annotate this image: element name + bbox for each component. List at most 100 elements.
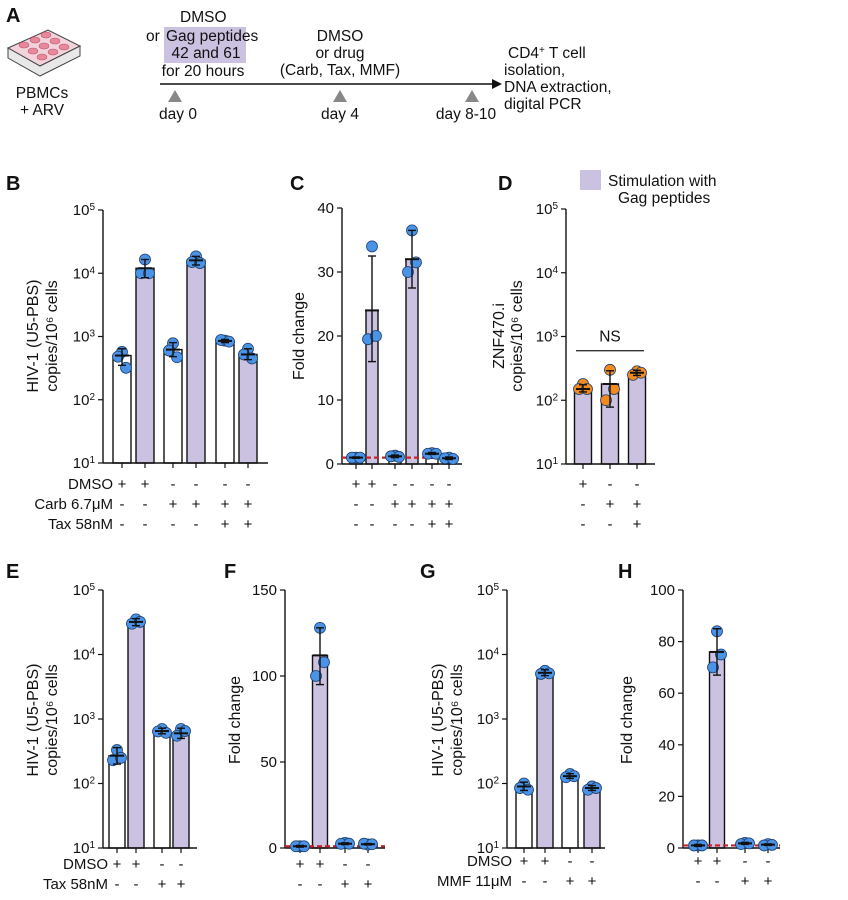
y-tick-label: 105 — [477, 582, 500, 600]
condition-sign: - — [393, 516, 398, 533]
y-axis-label: Fold change — [291, 292, 308, 380]
condition-sign: - — [366, 856, 371, 873]
error-bar — [361, 842, 375, 846]
y-tick-base: 30 — [317, 264, 334, 281]
y-tick-base: 10 — [477, 711, 494, 728]
condition-sign: - — [120, 516, 125, 533]
y-tick-exponent: 1 — [493, 840, 499, 851]
y-tick-base: 100 — [252, 668, 277, 685]
error-bar — [425, 451, 439, 456]
error-bar — [349, 456, 363, 459]
condition-sign: - — [143, 516, 148, 533]
y-tick-exponent: 2 — [552, 392, 558, 403]
step1-duration: for 20 hours — [162, 63, 245, 80]
error-bar — [691, 843, 705, 848]
condition-sign: + — [764, 873, 773, 890]
condition-sign: + — [579, 476, 588, 493]
y-tick-label: 30 — [317, 264, 334, 281]
condition-sign: + — [341, 876, 350, 893]
day-8-10-label: day 8-10 — [436, 106, 497, 123]
y-tick-exponent: 5 — [493, 582, 499, 593]
condition-sign: - — [134, 876, 139, 893]
y-tick-label: 80 — [658, 634, 675, 651]
step3-line3: DNA extraction, — [504, 79, 612, 96]
y-tick-exponent: 5 — [89, 582, 95, 593]
y-axis-label: Fold change — [619, 676, 636, 764]
y-tick-base: 0 — [667, 840, 675, 857]
error-bar — [576, 384, 590, 393]
y-tick-label: 103 — [536, 328, 559, 346]
y-tick-exponent: 2 — [493, 775, 499, 786]
step1-or: or — [146, 28, 160, 45]
panel-letter: H — [618, 561, 632, 583]
bar — [583, 787, 601, 849]
condition-sign: - — [194, 476, 199, 493]
y-tick-label: 102 — [536, 392, 559, 410]
step2-line3: (Carb, Tax, MMF) — [280, 62, 400, 79]
condition-label: DMSO — [68, 476, 113, 493]
error-bar — [710, 628, 724, 676]
condition-sign: - — [179, 856, 184, 873]
bar — [515, 785, 533, 849]
error-bar — [166, 341, 180, 358]
y-tick-label: 105 — [73, 202, 96, 220]
bar — [536, 672, 554, 849]
y-tick-exponent: 5 — [552, 201, 558, 212]
panel-letter-a: A — [6, 5, 20, 27]
y-tick-label: 20 — [317, 328, 334, 345]
condition-sign: + — [221, 516, 230, 533]
day8-marker-icon — [465, 90, 479, 102]
condition-sign: - — [120, 496, 125, 513]
panel-letter: E — [6, 561, 19, 583]
y-tick-label: 101 — [536, 456, 559, 474]
y-tick-base: 0 — [269, 840, 277, 857]
bar — [163, 348, 183, 464]
error-bar — [115, 348, 129, 367]
y-tick-exponent: 2 — [89, 775, 95, 786]
y-tick-exponent: 5 — [89, 202, 95, 213]
y-axis-label: Fold change — [227, 676, 244, 764]
data-point — [370, 330, 382, 342]
y-tick-base: 20 — [317, 328, 334, 345]
y-tick-exponent: 4 — [493, 646, 499, 657]
y-tick-exponent: 2 — [89, 391, 95, 402]
panel-letter: B — [6, 173, 20, 195]
y-tick-exponent: 1 — [89, 455, 95, 466]
y-tick-label: 104 — [73, 646, 96, 664]
condition-sign: - — [298, 876, 303, 893]
step2-line2: or drug — [315, 45, 364, 62]
data-point — [707, 661, 719, 674]
bar — [627, 372, 647, 465]
y-tick-label: 103 — [73, 328, 96, 346]
y-tick-label: 100 — [650, 582, 675, 599]
data-point — [112, 350, 124, 363]
y-axis-label: ZNF470.i — [491, 303, 508, 369]
step3-line4: digital PCR — [504, 96, 582, 113]
peptide-highlight — [164, 27, 246, 63]
legend-label-line2: Gag peptides — [618, 190, 710, 207]
condition-sign: - — [696, 873, 701, 890]
error-bar — [338, 842, 352, 846]
condition-sign: + — [408, 496, 417, 513]
step3-line2: isolation, — [504, 62, 565, 79]
bar — [708, 651, 726, 849]
y-tick-label: 105 — [73, 582, 96, 600]
condition-sign: + — [391, 496, 400, 513]
condition-sign: - — [194, 516, 199, 533]
condition-sign: + — [316, 856, 325, 873]
y-tick-exponent: 4 — [89, 646, 95, 657]
y-tick-base: 40 — [658, 737, 675, 754]
condition-sign: - — [370, 496, 375, 513]
condition-label: DMSO — [63, 856, 108, 873]
condition-sign: - — [766, 853, 771, 870]
error-bar — [218, 338, 232, 344]
error-bar — [585, 784, 599, 792]
y-tick-exponent: 4 — [89, 265, 95, 276]
y-tick-base: 10 — [73, 202, 90, 219]
condition-label: Tax 58nM — [48, 516, 113, 533]
y-tick-label: 60 — [658, 685, 675, 702]
